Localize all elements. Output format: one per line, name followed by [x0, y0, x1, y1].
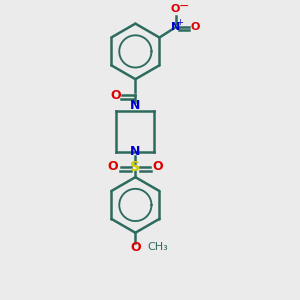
- Text: −: −: [178, 0, 189, 13]
- Text: O: O: [152, 160, 163, 173]
- Text: N: N: [130, 99, 141, 112]
- Text: +: +: [176, 17, 183, 26]
- Text: O: O: [171, 4, 180, 14]
- Text: O: O: [190, 22, 200, 32]
- Text: O: O: [108, 160, 118, 173]
- Text: N: N: [130, 145, 141, 158]
- Text: O: O: [110, 89, 121, 102]
- Text: N: N: [171, 22, 180, 32]
- Text: S: S: [130, 160, 140, 174]
- Text: CH₃: CH₃: [148, 242, 168, 252]
- Text: O: O: [130, 241, 141, 254]
